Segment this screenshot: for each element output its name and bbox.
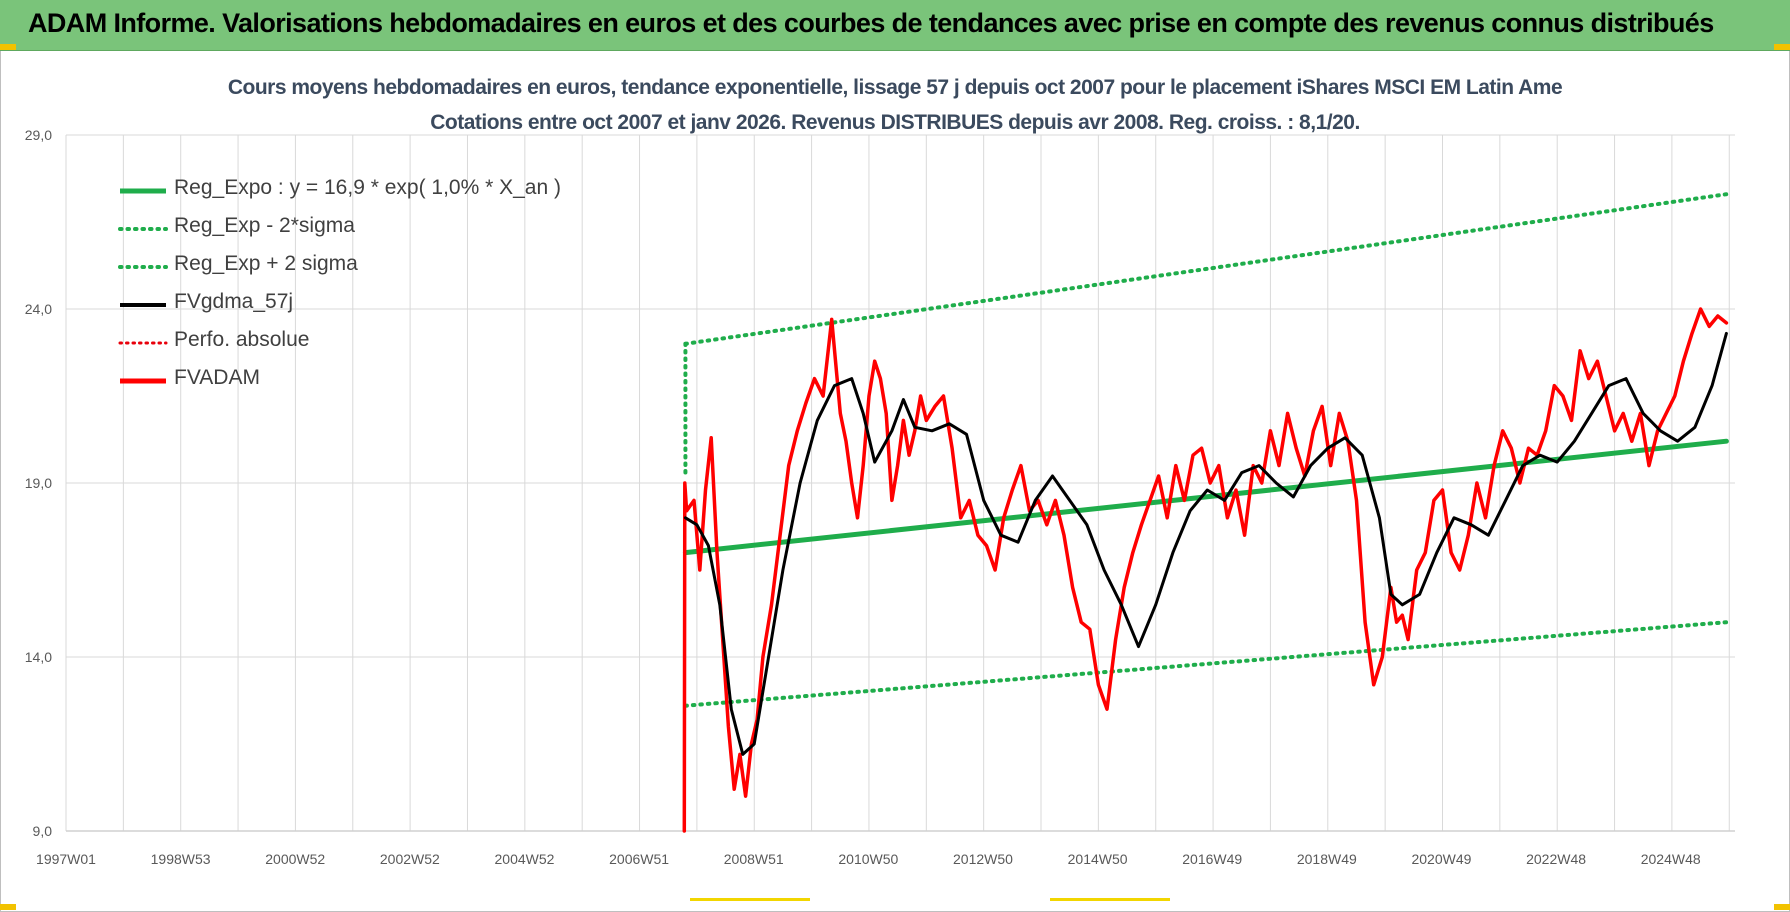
series-reg-exp-minus-2sigma — [683, 620, 1729, 708]
legend-item-reg-exp-minus: Reg_Exp - 2*sigma — [118, 214, 718, 244]
corner-mark-right — [1774, 44, 1790, 50]
series-fvgdma-57j — [683, 331, 1728, 756]
bottom-mark-2 — [1050, 898, 1170, 901]
bottom-mark-1 — [690, 898, 810, 901]
x-tick-label: 2006W51 — [609, 851, 669, 867]
x-tick-label: 2020W49 — [1411, 851, 1471, 867]
series-reg-expo — [682, 438, 1729, 556]
series-fvadam — [682, 307, 1729, 833]
corner-mark-left — [0, 44, 16, 50]
x-tick-label: 2012W50 — [953, 851, 1013, 867]
x-tick-label: 2008W51 — [724, 851, 784, 867]
x-tick-label: 2022W48 — [1526, 851, 1586, 867]
x-tick-label: 2002W52 — [380, 851, 440, 867]
x-tick-label: 2010W50 — [838, 851, 898, 867]
legend-label: FVADAM — [174, 366, 260, 389]
x-tick-label: 2004W52 — [495, 851, 555, 867]
legend-item-fvgdma: FVgdma_57j — [118, 290, 718, 320]
legend-item-reg-exp-plus: Reg_Exp + 2 sigma — [118, 252, 718, 282]
legend-label: Reg_Expo : y = 16,9 * exp( 1,0% * X_an ) — [174, 176, 561, 199]
legend-item-fvadam: FVADAM — [118, 366, 718, 396]
chart-title: Cours moyens hebdomadaires en euros, ten… — [227, 76, 1563, 99]
corner-mark-bottom-right — [1774, 904, 1790, 910]
y-tick-label: 29,0 — [25, 127, 52, 143]
x-tick-label: 2016W49 — [1182, 851, 1242, 867]
y-tick-label: 14,0 — [25, 649, 52, 665]
chart-subtitle: Cotations entre oct 2007 et janv 2026. R… — [430, 111, 1360, 134]
header-bar: ADAM Informe. Valorisations hebdomadaire… — [0, 0, 1790, 51]
legend-label: Reg_Exp + 2 sigma — [174, 252, 358, 275]
legend-label: Perfo. absolue — [174, 328, 310, 351]
x-tick-label: 2018W49 — [1297, 851, 1357, 867]
x-tick-label: 1997W01 — [36, 851, 96, 867]
x-tick-label: 1998W53 — [151, 851, 211, 867]
legend-label: Reg_Exp - 2*sigma — [174, 214, 355, 237]
y-tick-label: 19,0 — [25, 475, 52, 491]
y-tick-label: 24,0 — [25, 301, 52, 317]
series-reg-exp-plus-2sigma — [683, 192, 1729, 346]
legend-label: FVgdma_57j — [174, 290, 294, 313]
corner-mark-bottom-left — [0, 904, 16, 910]
page-title: ADAM Informe. Valorisations hebdomadaire… — [28, 8, 1714, 38]
y-tick-label: 9,0 — [33, 823, 53, 839]
legend-item-reg-expo: Reg_Expo : y = 16,9 * exp( 1,0% * X_an ) — [118, 176, 718, 206]
x-tick-label: 2014W50 — [1068, 851, 1128, 867]
legend-item-perfo: Perfo. absolue — [118, 328, 718, 358]
x-tick-label: 2000W52 — [265, 851, 325, 867]
x-tick-label: 2024W48 — [1641, 851, 1701, 867]
